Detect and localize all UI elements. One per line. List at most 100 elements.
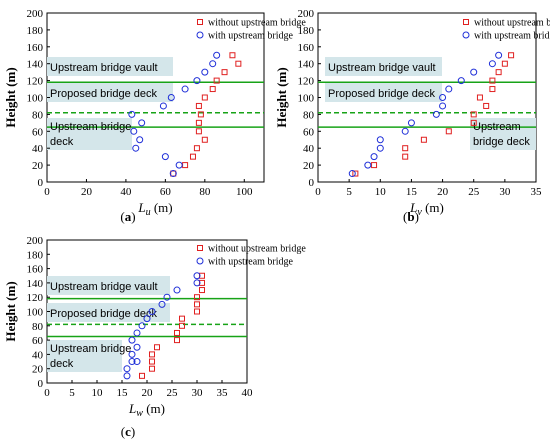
annotation-label: Upstream xyxy=(473,121,521,133)
x-tick-label: 5 xyxy=(69,387,75,399)
y-tick-label: 40 xyxy=(303,143,315,155)
data-point-with-upstream-bridge xyxy=(457,77,465,85)
y-tick-label: 120 xyxy=(298,76,315,88)
annotation-label: Upstream bridge vault xyxy=(50,62,158,74)
data-point-without-upstream-bridge xyxy=(154,344,160,351)
y-tick-label: 160 xyxy=(298,42,315,54)
data-point-with-upstream-bridge xyxy=(123,365,131,373)
data-point-without-upstream-bridge xyxy=(194,294,200,301)
legend-label: with upstream bridge xyxy=(474,31,550,42)
data-point-with-upstream-bridge xyxy=(136,136,144,144)
data-point-without-upstream-bridge xyxy=(352,170,359,177)
y-tick-label: 200 xyxy=(298,8,315,20)
y-tick-label: 120 xyxy=(27,292,44,304)
y-tick-label: 100 xyxy=(27,93,44,105)
annotation-label: Upstream bridge xyxy=(50,121,131,133)
data-point-without-upstream-bridge xyxy=(139,372,145,379)
data-point-without-upstream-bridge xyxy=(195,119,202,126)
y-tick-label: 60 xyxy=(32,126,44,138)
y-tick-label: 20 xyxy=(303,160,315,172)
data-point-with-upstream-bridge xyxy=(128,350,136,358)
data-point-with-upstream-bridge xyxy=(133,329,141,337)
y-tick-label: 180 xyxy=(27,25,44,37)
data-point-without-upstream-bridge xyxy=(209,86,216,93)
y-tick-label: 0 xyxy=(38,177,44,189)
data-point-without-upstream-bridge xyxy=(199,287,205,294)
data-point-without-upstream-bridge xyxy=(402,153,409,160)
data-point-without-upstream-bridge xyxy=(420,136,427,143)
data-point-with-upstream-bridge xyxy=(193,77,201,85)
y-axis-label: Height (m) xyxy=(3,281,18,341)
data-point-with-upstream-bridge xyxy=(364,161,372,169)
x-tick-label: 0 xyxy=(44,186,50,198)
y-tick-label: 20 xyxy=(32,364,44,376)
annotation-box xyxy=(325,57,442,76)
data-point-with-upstream-bridge xyxy=(213,51,221,59)
x-tick-label: 80 xyxy=(199,186,211,198)
panel-caption: (a) xyxy=(120,209,135,224)
data-point-with-upstream-bridge xyxy=(132,144,140,152)
annotation-label: Upstream bridge xyxy=(50,343,131,355)
legend-marker xyxy=(196,31,204,39)
annotation-label: deck xyxy=(50,358,74,370)
panel-caption: (c) xyxy=(121,424,135,439)
y-tick-label: 100 xyxy=(27,307,44,319)
y-tick-label: 200 xyxy=(27,8,44,20)
data-point-with-upstream-bridge xyxy=(133,358,141,366)
y-tick-label: 80 xyxy=(32,109,44,121)
data-point-with-upstream-bridge xyxy=(175,161,183,169)
data-point-with-upstream-bridge xyxy=(370,153,378,161)
data-point-without-upstream-bridge xyxy=(508,52,515,59)
y-tick-label: 180 xyxy=(27,249,44,261)
x-tick-label: 60 xyxy=(160,186,172,198)
x-tick-label: 20 xyxy=(81,186,93,198)
annotation-box xyxy=(47,303,170,322)
legend-label: without upstream bridge xyxy=(474,18,550,29)
x-tick-label: 15 xyxy=(117,387,129,399)
annotation-label: bridge deck xyxy=(473,136,530,148)
data-point-without-upstream-bridge xyxy=(149,358,155,365)
y-tick-label: 40 xyxy=(32,349,44,361)
annotation-label: Proposed bridge deck xyxy=(50,308,158,320)
data-point-with-upstream-bridge xyxy=(169,170,177,178)
legend-marker xyxy=(463,19,469,25)
data-point-without-upstream-bridge xyxy=(221,69,228,76)
legend-label: with upstream bridge xyxy=(208,257,294,268)
data-point-with-upstream-bridge xyxy=(376,144,384,152)
x-tick-label: 40 xyxy=(120,186,132,198)
annotation-label: Upstream bridge vault xyxy=(328,62,436,74)
data-point-without-upstream-bridge xyxy=(371,162,378,169)
data-point-without-upstream-bridge xyxy=(174,329,180,336)
y-tick-label: 200 xyxy=(27,235,44,247)
x-tick-label: 20 xyxy=(437,186,449,198)
data-point-with-upstream-bridge xyxy=(488,60,496,68)
annotation-box xyxy=(325,83,442,102)
x-tick-label: 10 xyxy=(375,186,387,198)
panel-caption: (b) xyxy=(403,209,419,224)
data-point-without-upstream-bridge xyxy=(402,145,409,152)
data-point-with-upstream-bridge xyxy=(148,308,156,315)
data-point-without-upstream-bridge xyxy=(229,52,236,59)
data-point-with-upstream-bridge xyxy=(128,336,136,344)
y-tick-label: 160 xyxy=(27,42,44,54)
annotation-box xyxy=(47,276,170,295)
data-point-without-upstream-bridge xyxy=(195,102,202,109)
data-point-with-upstream-bridge xyxy=(193,279,201,287)
chart-panel-a: Upstream bridge vault Proposed bridge dec… xyxy=(3,8,306,224)
data-point-without-upstream-bridge xyxy=(201,94,208,101)
data-point-with-upstream-bridge xyxy=(439,94,447,101)
annotation-label: Proposed bridge deck xyxy=(328,88,436,100)
x-axis-label: Lu (m) xyxy=(137,200,172,218)
y-axis-label: Height (m) xyxy=(3,67,18,127)
data-point-with-upstream-bridge xyxy=(209,60,217,68)
x-tick-label: 25 xyxy=(167,387,179,399)
data-point-with-upstream-bridge xyxy=(439,102,447,110)
annotation-label: deck xyxy=(50,136,74,148)
data-point-with-upstream-bridge xyxy=(138,119,146,127)
data-point-without-upstream-bridge xyxy=(195,128,202,135)
data-point-without-upstream-bridge xyxy=(170,170,177,177)
data-point-with-upstream-bridge xyxy=(445,85,453,93)
data-point-with-upstream-bridge xyxy=(161,153,169,161)
data-point-with-upstream-bridge xyxy=(163,293,171,301)
data-point-with-upstream-bridge xyxy=(173,286,181,294)
